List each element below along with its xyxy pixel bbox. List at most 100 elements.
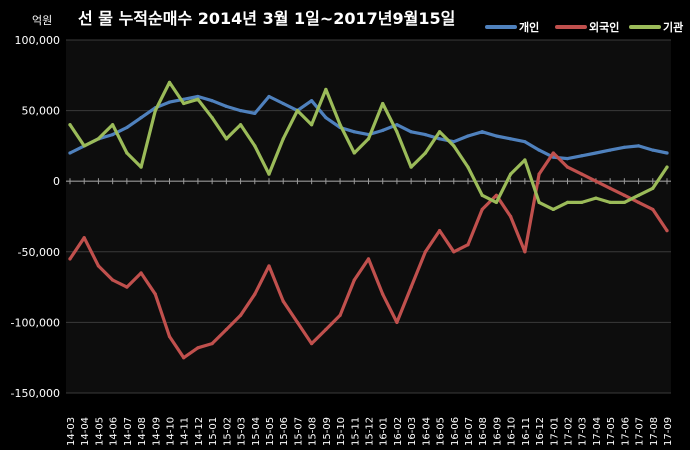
axis-layer: 100,000 50,000 0 -50,000 -100,000 -150,000 14-… — [11, 34, 674, 446]
series-point — [139, 165, 143, 169]
series-point — [423, 133, 427, 137]
series-point — [565, 200, 570, 204]
series-point — [167, 80, 172, 84]
x-tick-label: 14-11 — [180, 417, 191, 446]
series-point — [423, 151, 427, 155]
x-tick-label: 16-02 — [393, 417, 404, 446]
series-point — [324, 87, 328, 92]
x-tick-label: 16-06 — [450, 417, 461, 446]
series-point — [68, 257, 72, 261]
x-tick-label: 14-10 — [166, 417, 177, 446]
series-point — [253, 111, 257, 116]
series-point — [594, 179, 598, 183]
x-tick-label: 16-08 — [478, 417, 489, 446]
series-point — [608, 200, 612, 204]
series-point — [509, 214, 513, 219]
series-point — [267, 172, 271, 176]
series-point — [580, 172, 584, 176]
series-point — [523, 158, 527, 162]
series-point — [608, 186, 612, 190]
x-tick-label: 17-01 — [549, 417, 560, 446]
series-point — [96, 264, 101, 268]
series-point — [580, 154, 584, 158]
series-point — [381, 292, 385, 296]
series-point — [480, 207, 484, 212]
x-tick-label: 15-02 — [222, 417, 233, 446]
x-tick-label: 15-07 — [293, 417, 304, 446]
series-point — [125, 151, 129, 155]
series-point — [310, 341, 314, 346]
series-point — [494, 200, 499, 204]
legend-label: 기관 — [663, 20, 683, 34]
x-tick-label: 16-04 — [421, 417, 432, 446]
series-point — [594, 151, 598, 155]
series-point — [267, 94, 271, 99]
x-tick-label: 15-11 — [350, 417, 361, 446]
series-point — [395, 123, 399, 127]
series-point — [409, 165, 413, 169]
series-layer — [68, 80, 669, 360]
x-tick-label: 16-11 — [521, 417, 532, 446]
x-tick-label: 14-12 — [194, 417, 205, 446]
x-tick-label: 17-07 — [635, 417, 646, 446]
x-tick-label: 14-08 — [137, 417, 148, 446]
x-tick-label: 14-04 — [80, 417, 91, 446]
series-point — [580, 200, 584, 204]
x-tick-label: 15-06 — [279, 417, 290, 446]
series-point — [665, 229, 669, 233]
series-point — [651, 148, 655, 152]
series-point — [167, 100, 172, 104]
series-point — [111, 278, 115, 282]
series-point — [295, 320, 300, 324]
series-point — [551, 207, 555, 212]
series-point — [310, 99, 314, 103]
x-tick-label: 15-04 — [251, 417, 262, 446]
series-point — [466, 134, 470, 138]
series-point — [466, 243, 470, 247]
series-point — [111, 123, 115, 127]
series-point — [395, 320, 399, 324]
series-point — [352, 130, 356, 134]
series-point — [437, 130, 442, 134]
x-tick-label: 15-05 — [265, 417, 276, 446]
x-tick-label: 14-05 — [94, 417, 105, 446]
series-point — [96, 137, 101, 141]
series-point — [281, 137, 285, 141]
series-point — [636, 200, 641, 204]
series-point — [665, 151, 669, 155]
series-point — [651, 186, 655, 190]
series-point — [636, 144, 641, 148]
series-point — [352, 278, 356, 282]
series-point — [622, 200, 626, 204]
x-tick-label: 17-04 — [592, 417, 603, 446]
x-tick-label: 16-01 — [379, 417, 390, 446]
series-point — [267, 264, 271, 268]
x-tick-label: 17-06 — [620, 417, 631, 446]
series-point — [622, 145, 626, 149]
series-point — [537, 172, 541, 176]
series-point — [651, 207, 655, 212]
series-point — [68, 151, 72, 155]
y-tick-label: -100,000 — [11, 316, 60, 329]
series-point — [395, 130, 399, 134]
series-point — [238, 109, 243, 113]
x-tick-label: 15-09 — [322, 417, 333, 446]
series-point — [224, 104, 228, 108]
series-point — [665, 165, 669, 169]
series-point — [437, 229, 442, 233]
series-point — [537, 200, 541, 204]
series-point — [139, 271, 143, 275]
series-point — [68, 123, 72, 127]
series-point — [352, 151, 356, 155]
series-point — [523, 250, 527, 254]
x-tick-label: 14-09 — [151, 417, 162, 446]
series-point — [196, 346, 200, 350]
series-point — [295, 109, 300, 113]
series-point — [210, 341, 214, 346]
x-tick-label: 17-02 — [564, 417, 575, 446]
series-point — [167, 334, 172, 339]
series-point — [423, 250, 427, 254]
series-point — [523, 140, 527, 144]
